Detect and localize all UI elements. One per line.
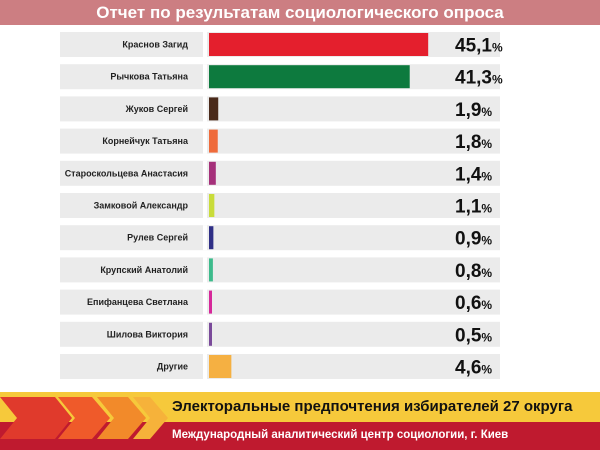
row-divider [203,128,207,154]
value-label: 1,4% [455,164,492,185]
bar [209,33,429,56]
chart-title: Отчет по результатам социологического оп… [96,3,504,22]
bar [209,129,218,153]
row-divider [203,289,207,315]
value-label: 0,9% [455,229,492,250]
category-label: Другие [157,362,188,372]
value-label: 41,3% [455,68,503,89]
category-label: Рычкова Татьяна [110,72,189,82]
row-divider [203,193,207,218]
row-background [60,193,500,218]
value-label: 1,1% [455,197,492,218]
percent-sign: % [492,73,503,87]
arrow-chevrons-icon [0,397,168,439]
percent-sign: % [481,330,492,344]
footer-source: Международный аналитический центр социол… [172,429,509,441]
value-label: 4,6% [455,358,492,379]
category-label: Крупский Анатолий [100,265,188,275]
category-label: Корнейчук Татьяна [102,136,189,146]
percent-sign: % [481,137,492,151]
percent-sign: % [481,105,492,119]
value-label: 45,1% [455,36,503,57]
percent-sign: % [481,169,492,183]
category-label: Рулев Сергей [127,233,188,243]
row-divider [203,225,207,251]
category-label: Жуков Сергей [125,104,188,114]
row-divider [203,160,207,186]
percent-sign: % [492,41,503,55]
row-divider [203,64,207,90]
row-divider [203,257,207,283]
percent-sign: % [481,298,492,312]
bar [209,322,212,346]
row-background [60,257,500,283]
row-divider [203,32,207,57]
row-background [60,354,500,379]
row-background [60,160,500,186]
value-label: 0,5% [455,325,492,346]
category-label: Староскольцева Анастасия [65,168,188,178]
row-background [60,321,500,347]
value-label: 1,8% [455,132,492,153]
percent-sign: % [481,266,492,280]
category-label: Замковой Александр [94,201,189,211]
row-background [60,96,500,122]
bar [209,161,216,185]
row-divider [203,96,207,122]
bar [209,226,214,250]
bar [209,194,215,217]
bar [209,258,213,282]
row-background [60,128,500,154]
category-label: Шилова Виктория [107,329,188,339]
row-divider [203,354,207,379]
percent-sign: % [481,202,492,216]
category-label: Епифанцева Светлана [87,297,189,307]
row-background [60,289,500,315]
percent-sign: % [481,363,492,377]
footer-subtitle: Электоральные предпочтения избирателей 2… [172,398,573,415]
category-label: Краснов Загид [122,40,188,50]
bar-chart: Краснов Загид 45,1% Рычкова Татьяна 41,3% Жу… [60,32,503,379]
bar [209,290,212,314]
value-label: 0,8% [455,261,492,282]
bar [209,355,232,378]
value-label: 0,6% [455,293,492,314]
bar [209,65,410,89]
percent-sign: % [481,234,492,248]
bar [209,97,219,121]
title-bar [0,0,600,25]
row-background [60,225,500,251]
row-divider [203,321,207,347]
value-label: 1,9% [455,100,492,121]
